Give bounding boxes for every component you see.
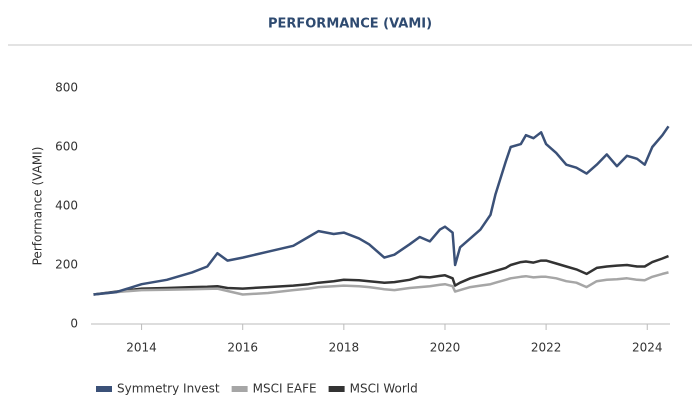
series-line bbox=[93, 271, 669, 296]
y-tick-label: 600 bbox=[55, 140, 78, 154]
x-tick-label: 2020 bbox=[430, 341, 461, 355]
x-tick-label: 2016 bbox=[227, 341, 258, 355]
legend-label: MSCI World bbox=[350, 382, 418, 396]
series-line bbox=[93, 254, 669, 296]
chart-title: PERFORMANCE (VAMI) bbox=[268, 17, 432, 32]
y-tick-label: 400 bbox=[55, 199, 78, 213]
series-line bbox=[93, 125, 670, 296]
legend-swatch bbox=[231, 386, 248, 392]
x-tick-label: 2018 bbox=[329, 341, 360, 355]
legend-swatch bbox=[96, 386, 112, 392]
legend-label: Symmetry Invest bbox=[117, 382, 220, 396]
y-axis-label: Performance (VAMI) bbox=[31, 147, 45, 266]
x-tick-label: 2022 bbox=[531, 341, 562, 355]
x-tick-label: 2014 bbox=[126, 341, 157, 355]
legend-label: MSCI EAFE bbox=[253, 382, 317, 396]
y-tick-label: 200 bbox=[55, 258, 78, 272]
legend-swatch bbox=[328, 386, 345, 392]
y-tick-label: 0 bbox=[70, 317, 78, 331]
x-tick-label: 2024 bbox=[632, 341, 663, 355]
y-tick-label: 800 bbox=[55, 81, 78, 95]
